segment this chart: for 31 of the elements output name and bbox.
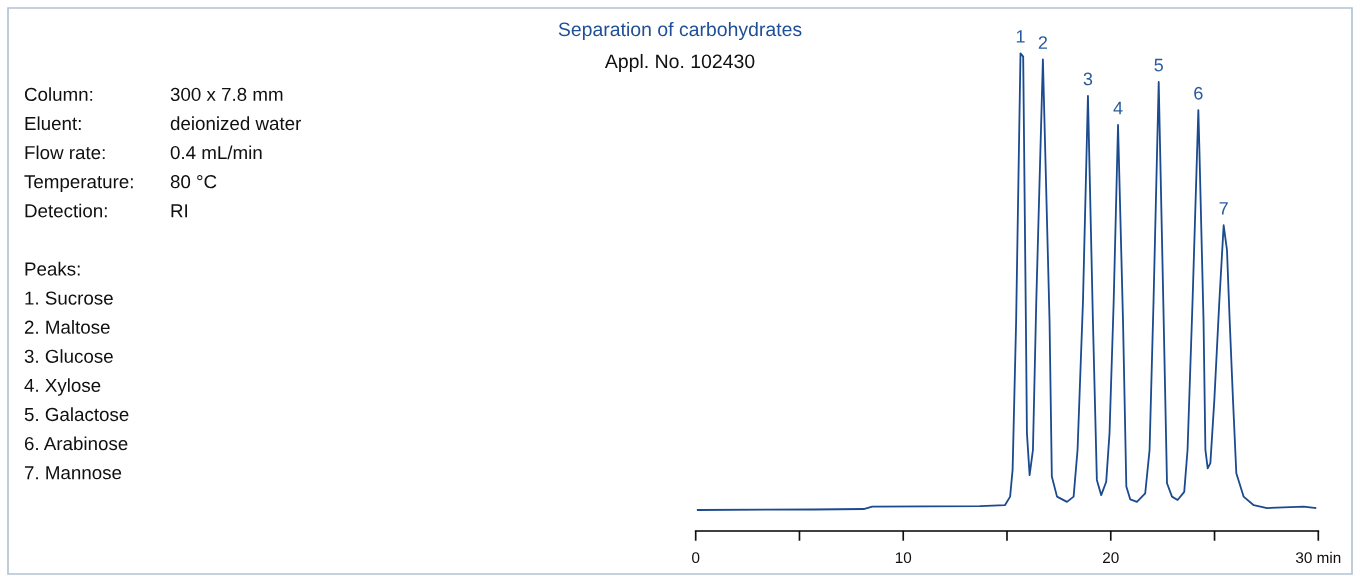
- text: 6. Arabinose: [24, 436, 128, 451]
- chart-subtitle: Appl. No. 102430: [604, 53, 755, 73]
- annotation: 7: [1219, 202, 1228, 215]
- text: 80 °C: [170, 175, 217, 189]
- x-tick-label: 30 min: [1295, 551, 1341, 564]
- text: Flow rate:: [25, 145, 105, 160]
- annotation: 6: [1194, 86, 1203, 100]
- text: 300 x 7.8 mm: [170, 87, 283, 102]
- text: Eluent:: [25, 116, 81, 131]
- annotation: 3: [1083, 72, 1093, 86]
- text: Peaks:: [25, 261, 80, 276]
- chart-title: Separation of carbohydrates: [558, 21, 802, 41]
- x-tick-label: 20: [1103, 552, 1119, 564]
- text: 5. Galactose: [24, 407, 129, 422]
- text: 7. Mannose: [24, 466, 122, 480]
- text: 3. Glucose: [24, 349, 113, 363]
- text: 0.4 mL/min: [170, 145, 262, 160]
- text: 1. Sucrose: [25, 291, 113, 305]
- annotation: 4: [1113, 101, 1123, 115]
- text: 4. Xylose: [24, 378, 101, 396]
- annotation: 1: [1016, 30, 1025, 43]
- x-tick-label: 10: [895, 552, 912, 564]
- x-tick-label: 0: [692, 552, 700, 564]
- text: deionized water: [170, 116, 302, 131]
- annotation: 2: [1038, 36, 1048, 49]
- annotation: 5: [1154, 58, 1163, 72]
- text: 2. Maltose: [24, 320, 110, 334]
- text: Detection:: [25, 203, 107, 218]
- text: Temperature:: [24, 175, 133, 193]
- text: Column:: [24, 87, 93, 102]
- text: RI: [171, 204, 188, 218]
